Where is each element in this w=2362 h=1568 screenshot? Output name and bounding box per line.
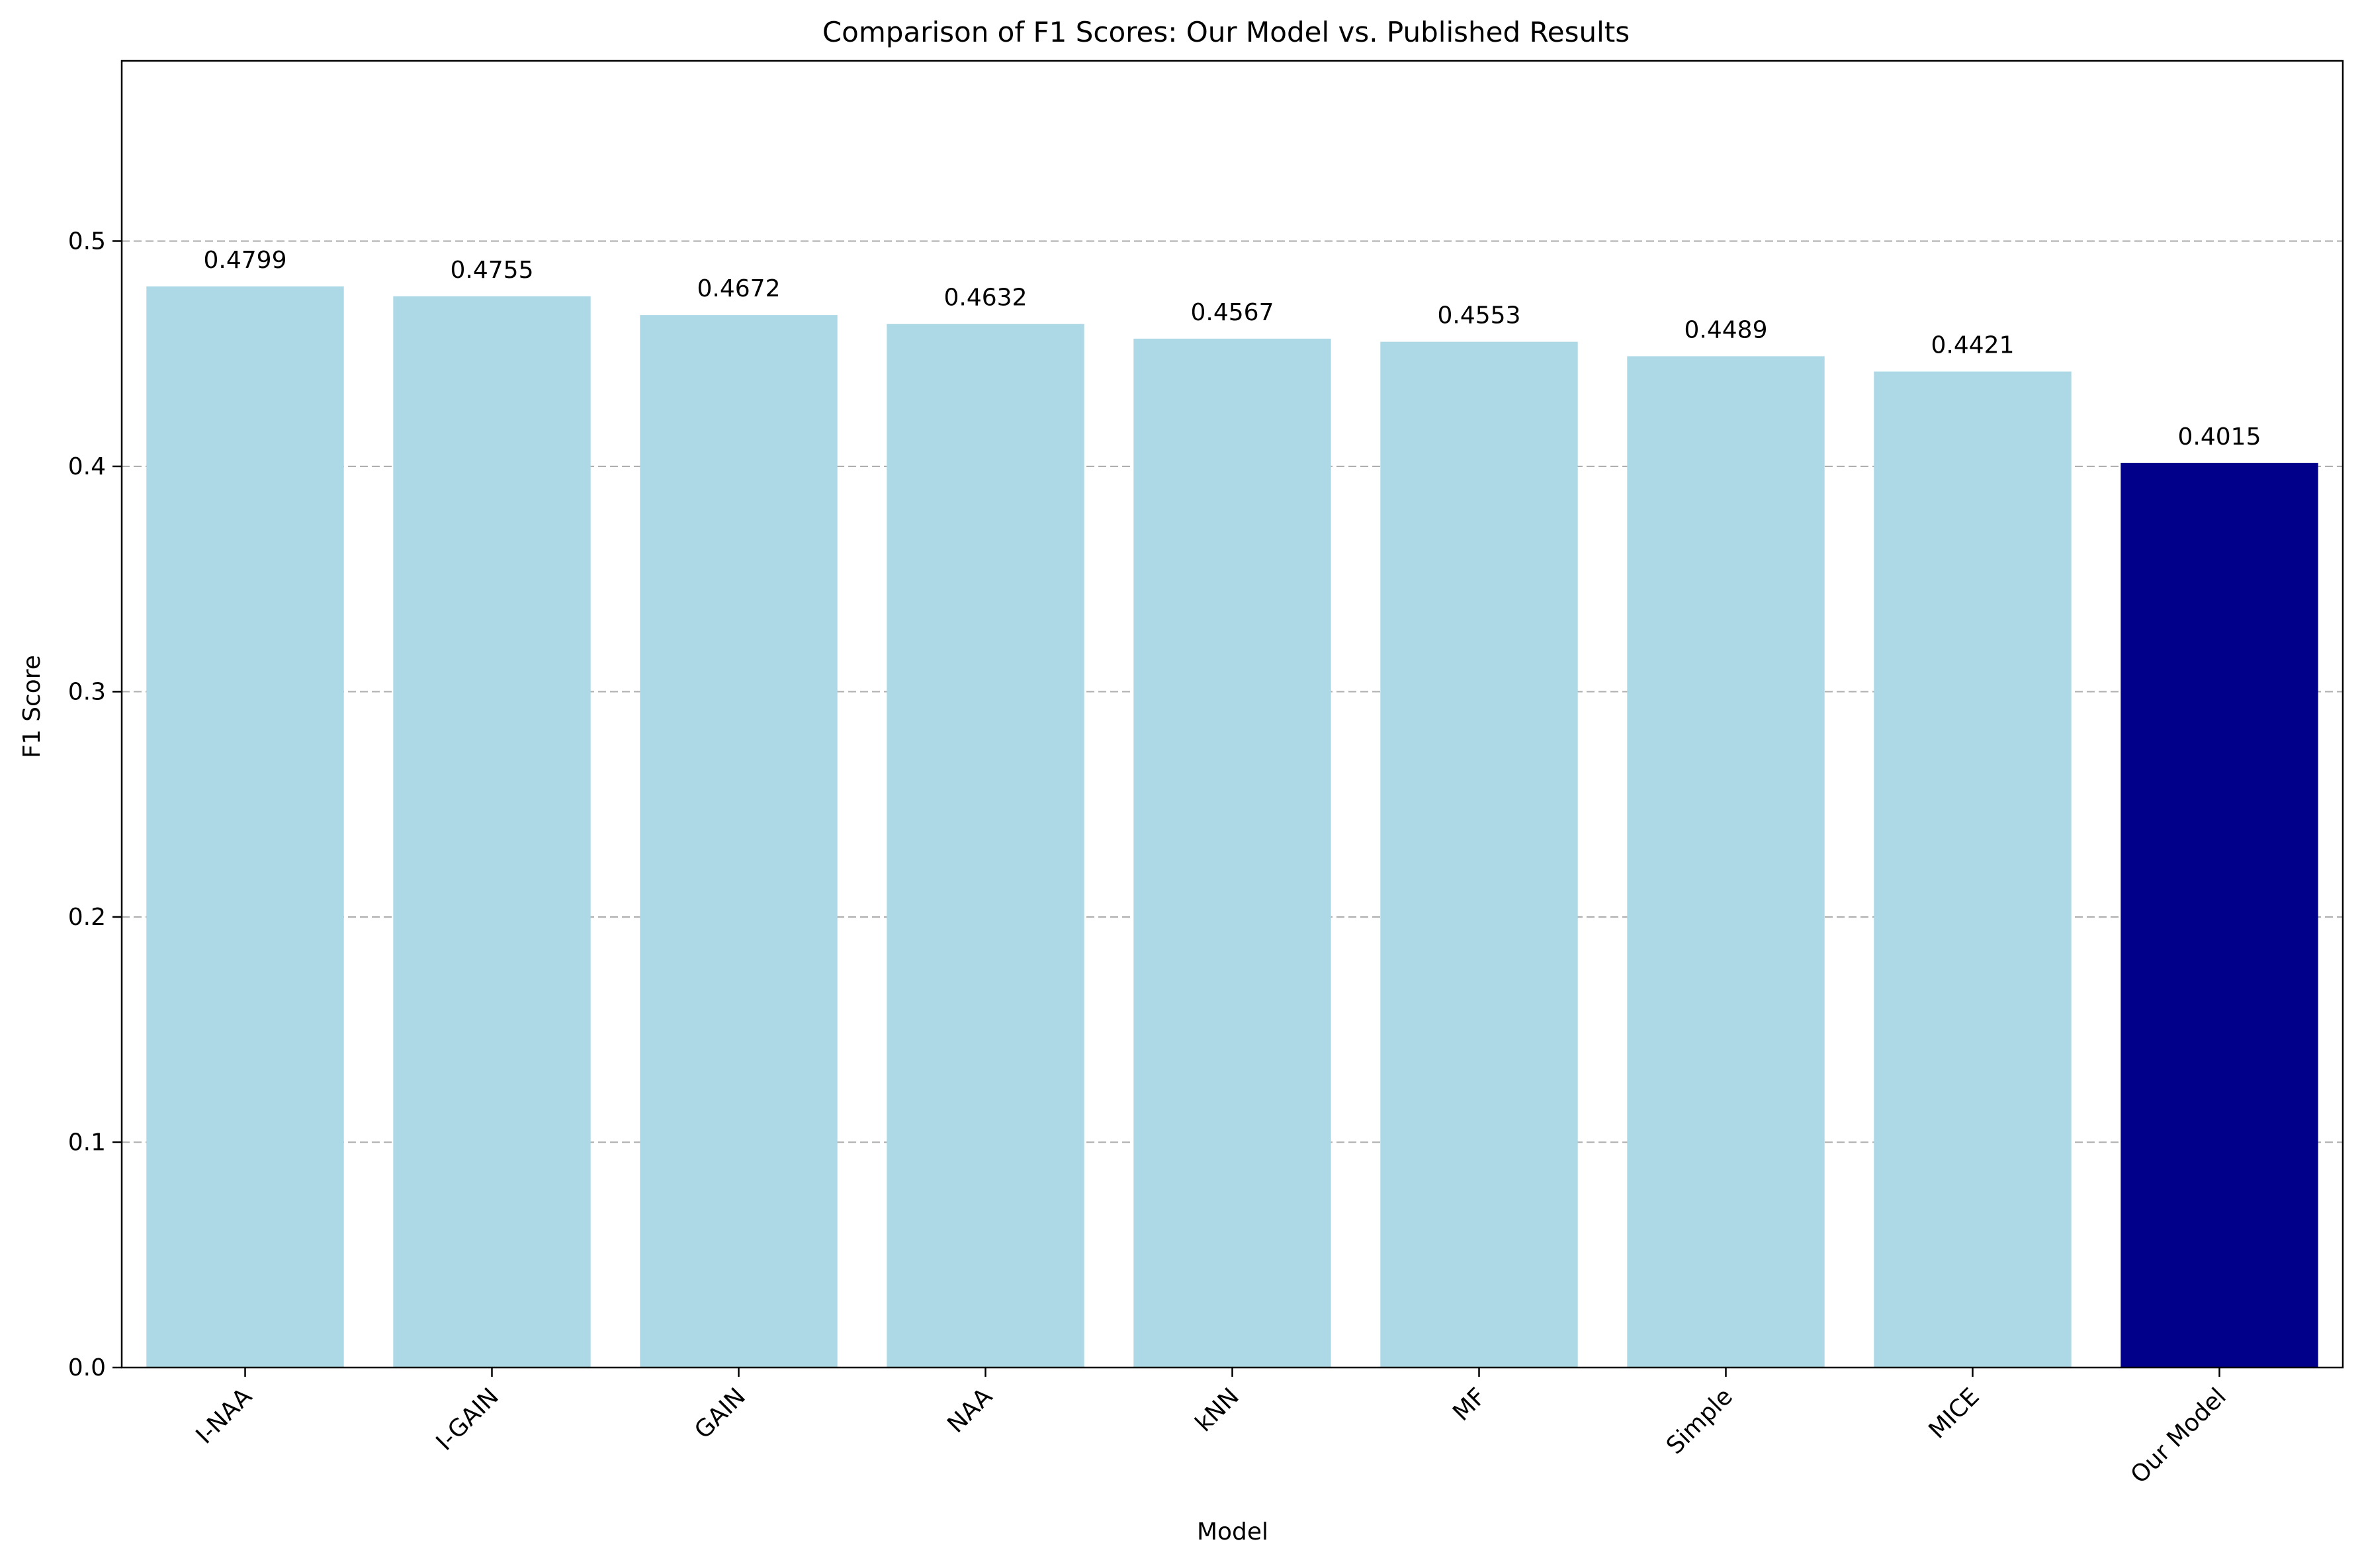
bar-value-label: 0.4799 — [204, 247, 287, 274]
bar-value-label: 0.4567 — [1191, 299, 1274, 326]
bar-i-naa — [146, 286, 344, 1368]
bar-value-label: 0.4553 — [1438, 302, 1521, 329]
bar-our-model — [2121, 462, 2318, 1368]
bar-i-gain — [393, 296, 591, 1368]
bar-value-label: 0.4755 — [451, 257, 534, 284]
y-tick-label: 0.3 — [68, 678, 106, 705]
bar-mf — [1380, 341, 1578, 1368]
bar-value-labels: 0.4799 0.4755 0.4672 0.4632 0.4567 0.4553 0.44… — [204, 247, 2261, 451]
y-axis-ticks: 0.0 0.1 0.2 0.3 0.4 0.5 — [68, 228, 122, 1381]
bar-value-label: 0.4672 — [697, 275, 781, 302]
bar-value-label: 0.4632 — [944, 284, 1028, 312]
chart-title: Comparison of F1 Scores: Our Model vs. P… — [822, 16, 1630, 48]
y-tick-label: 0.5 — [68, 228, 106, 255]
bars — [146, 286, 2318, 1368]
x-axis-label: Model — [1197, 1518, 1268, 1546]
y-tick-label: 0.0 — [68, 1354, 106, 1381]
bar-knn — [1133, 338, 1331, 1368]
bar-value-label: 0.4489 — [1684, 316, 1768, 343]
y-axis-label: F1 Score — [19, 655, 46, 758]
bar-value-label: 0.4015 — [2178, 423, 2261, 451]
y-tick-label: 0.4 — [68, 453, 106, 480]
y-tick-label: 0.2 — [68, 904, 106, 931]
bar-naa — [887, 324, 1084, 1368]
bar-mice — [1874, 371, 2072, 1368]
y-tick-label: 0.1 — [68, 1129, 106, 1156]
bar-simple — [1627, 356, 1825, 1368]
bar-gain — [640, 315, 838, 1368]
bar-value-label: 0.4421 — [1931, 332, 2015, 359]
